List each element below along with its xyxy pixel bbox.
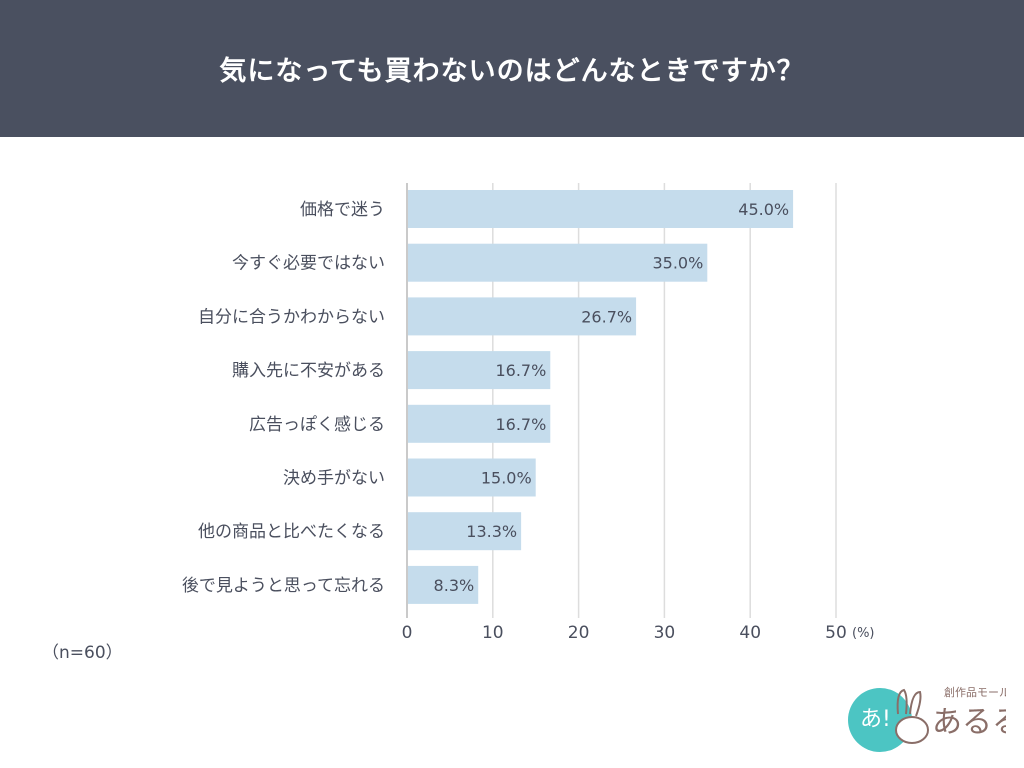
bar	[408, 404, 551, 443]
svg-text:あ!: あ!	[860, 707, 891, 732]
x-tick-label: 20	[568, 623, 590, 643]
data-label: 8.3%	[434, 576, 475, 595]
bar	[408, 190, 794, 228]
category-label: 購入先に不安がある	[232, 361, 385, 381]
category-label: 自分に合うかわからない	[198, 307, 385, 327]
category-label: 価格で迷う	[300, 200, 385, 220]
category-label: 今すぐ必要ではない	[232, 254, 385, 274]
header: 気になっても買わないのはどんなときですか？	[0, 0, 1024, 137]
svg-text:あるる: あるる	[932, 705, 1006, 740]
data-label: 45.0%	[738, 200, 789, 219]
data-label: 26.7%	[581, 307, 632, 326]
x-tick-label: 50	[825, 623, 847, 643]
data-label: 15.0%	[481, 469, 532, 488]
data-label: 13.3%	[466, 522, 517, 541]
data-label: 16.7%	[495, 415, 546, 434]
x-tick-label: 30	[654, 623, 676, 643]
category-label: 決め手がない	[283, 469, 385, 489]
sample-size-note: （n=60）	[42, 643, 123, 663]
x-unit-label: (%)	[852, 626, 875, 641]
bar	[408, 512, 522, 551]
bar	[408, 243, 708, 282]
x-tick-label: 0	[402, 623, 413, 643]
arulu-logo: あ! 創作品モール あるる	[848, 685, 1006, 752]
chart-title: 気になっても買わないのはどんなときですか？	[219, 56, 805, 87]
bar	[408, 458, 536, 497]
category-label: 広告っぽく感じる	[249, 415, 385, 435]
x-tick-label: 10	[482, 623, 504, 643]
data-label: 35.0%	[652, 254, 703, 273]
svg-text:創作品モール: 創作品モール	[944, 685, 1006, 699]
category-label: 後で見ようと思って忘れる	[182, 576, 385, 596]
bar	[408, 297, 637, 336]
category-label: 他の商品と比べたくなる	[198, 522, 385, 542]
bar	[408, 351, 551, 390]
bar	[408, 565, 479, 604]
x-tick-label: 40	[739, 623, 761, 643]
data-label: 16.7%	[495, 361, 546, 380]
